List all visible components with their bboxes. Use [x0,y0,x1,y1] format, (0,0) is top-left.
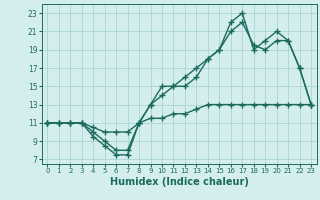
X-axis label: Humidex (Indice chaleur): Humidex (Indice chaleur) [110,177,249,187]
